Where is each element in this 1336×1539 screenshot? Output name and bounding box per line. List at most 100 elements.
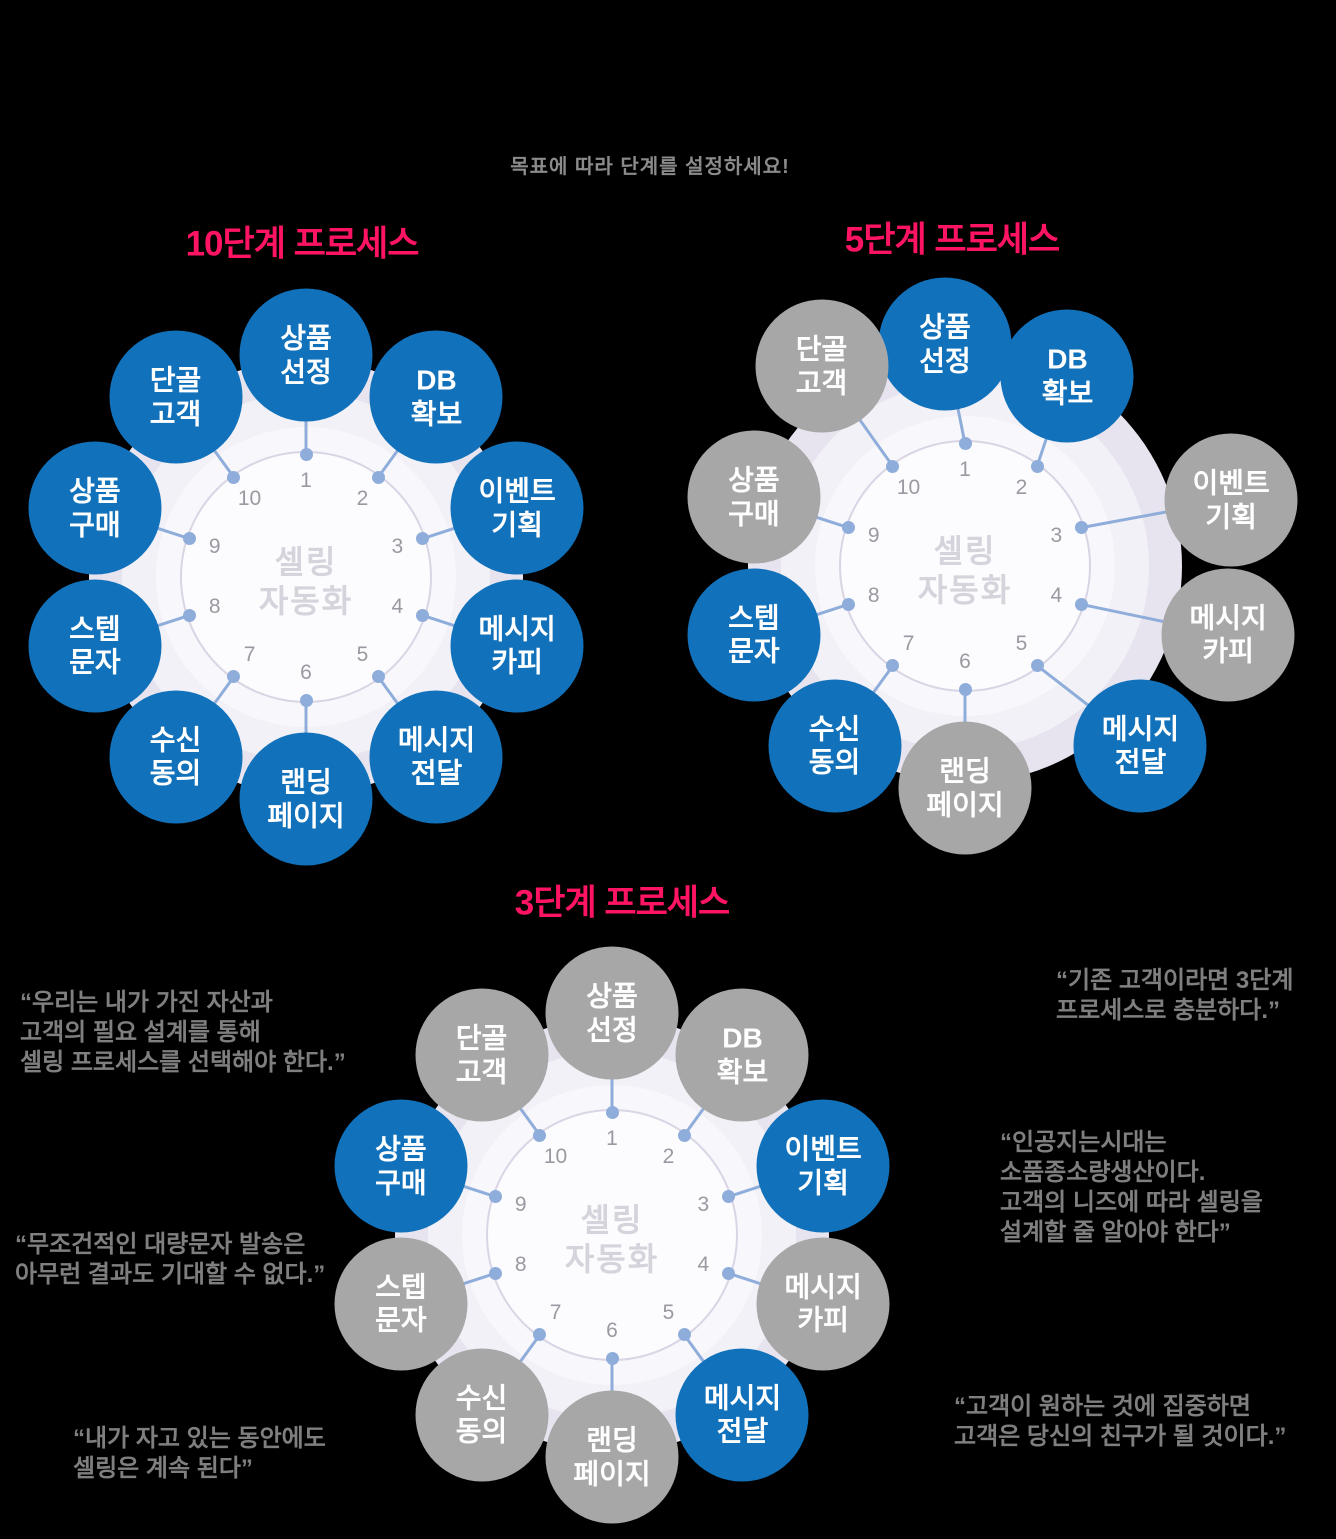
wheel-number-4: 4 [1050, 583, 1063, 607]
step-node-8-active: 스텝 문자 [28, 579, 162, 713]
step-node-label-line: 동의 [455, 1415, 508, 1447]
connector-line-step-6 [963, 689, 967, 732]
wheel-inner-ring [486, 1109, 738, 1361]
step-node-label-line: 카피 [1202, 635, 1254, 667]
step-node-label-line: 스텝 [69, 613, 121, 644]
connector-line-step-4 [1081, 602, 1174, 625]
step-node-2-inactive: DB 확보 [675, 988, 809, 1122]
wheel-number-2: 2 [356, 487, 369, 511]
connector-dot-step-9 [182, 532, 196, 546]
wheel-number-9: 9 [514, 1193, 527, 1217]
wheel-number-5: 5 [356, 642, 369, 666]
step-node-label-line: 기획 [797, 1167, 849, 1199]
step-node-label-line: 카피 [491, 646, 543, 678]
step-node-label-line: 상품 [728, 464, 780, 496]
step-node-label-line: 상품 [375, 1133, 427, 1165]
connector-dot-step-7 [886, 659, 900, 672]
step-node-2-active: DB 확보 [1000, 309, 1134, 443]
connector-line-step-3 [1081, 509, 1176, 530]
quote-line: “우리는 내가 가진 자산과 [20, 989, 273, 1016]
diagram-5-step-title: 5단계 프로세스 [844, 220, 1060, 260]
quote-line: “인공지는시대는 [1000, 1129, 1167, 1156]
step-node-label-line: 전달 [716, 1415, 769, 1447]
connector-dot-step-1 [958, 436, 972, 450]
wheel-number-7: 7 [243, 642, 256, 666]
step-node-label-line: DB [1047, 343, 1088, 375]
connector-line-step-1 [610, 1069, 614, 1112]
connector-line-step-7 [207, 675, 235, 712]
connector-line-step-9 [148, 524, 190, 541]
step-node-6-inactive: 랜딩 페이지 [898, 721, 1032, 855]
step-node-1-inactive: 상품 선정 [545, 946, 679, 1080]
wheel-number-6: 6 [606, 1319, 618, 1342]
wheel-number-3: 3 [1050, 524, 1063, 548]
wheel-number-8: 8 [208, 594, 221, 618]
connector-line-step-3 [422, 524, 464, 541]
step-node-label-line: 구매 [69, 509, 121, 541]
connector-line-step-4 [728, 1271, 770, 1288]
step-node-label-line: 메시지 [784, 1271, 862, 1302]
step-node-label-line: 확보 [1041, 377, 1094, 409]
connector-line-step-8 [454, 1271, 496, 1288]
wheel-background-layer-1 [89, 360, 523, 794]
connector-dot-step-3 [1075, 521, 1089, 535]
connector-dot-step-1 [299, 447, 313, 461]
connector-line-step-2 [683, 1100, 711, 1137]
step-node-label-line: 페이지 [267, 800, 345, 831]
wheel-center-label: 셀링 자동화 [259, 543, 353, 621]
wheel-center-label-line: 자동화 [258, 583, 354, 619]
quote-line: 설계할 줄 알아야 한다” [1000, 1219, 1231, 1246]
wheel-background-layer-2 [428, 1051, 796, 1419]
wheel-number-1: 1 [959, 458, 971, 481]
step-node-8-active: 스텝 문자 [687, 568, 821, 702]
wheel-number-2: 2 [1015, 476, 1028, 500]
wheel-background-layer-2 [122, 393, 490, 761]
step-node-label-line: 동의 [808, 746, 861, 778]
wheel-number-4: 4 [391, 594, 404, 618]
step-node-label-line: 확보 [716, 1056, 769, 1088]
connector-dot-step-2 [677, 1128, 691, 1142]
step-node-label-line: 페이지 [573, 1458, 651, 1489]
wheel-center-label-line: 자동화 [917, 572, 1013, 608]
wheel-number-8: 8 [514, 1252, 527, 1276]
connector-dot-step-5 [1030, 659, 1044, 672]
connector-dot-step-9 [488, 1190, 502, 1204]
quote-line: “기존 고객이라면 3단계 [1056, 967, 1294, 994]
step-node-label-line: 문자 [69, 646, 121, 678]
connector-dot-step-4 [1075, 597, 1089, 611]
step-node-2-active: DB 확보 [369, 330, 503, 464]
wheel-center-label: 셀링 자동화 [565, 1201, 659, 1279]
quote-line: 프로세스로 충분하다.” [1056, 997, 1281, 1024]
connector-dot-step-10 [227, 470, 241, 484]
quote-line: 고객의 필요 설계를 통해 [20, 1019, 261, 1046]
step-node-label-line: 스텝 [728, 602, 780, 633]
step-node-label-line: DB [722, 1022, 763, 1054]
wheel-center-label-line: 셀링 [274, 543, 338, 580]
step-node-6-inactive: 랜딩 페이지 [545, 1390, 679, 1524]
connector-line-step-7 [513, 1333, 541, 1370]
step-node-label-line: 문자 [375, 1304, 427, 1336]
step-node-label-line: 메시지 [397, 724, 476, 755]
connector-line-step-5 [377, 675, 405, 712]
step-node-1-active: 상품 선정 [239, 288, 373, 422]
connector-dot-step-7 [227, 670, 241, 683]
connector-dot-step-8 [841, 597, 855, 611]
step-node-8-inactive: 스텝 문자 [334, 1237, 468, 1371]
step-node-4-inactive: 메시지 카피 [756, 1237, 890, 1371]
step-node-3-inactive: 이벤트 기획 [1164, 433, 1298, 567]
wheel-background-layer-3 [156, 427, 456, 727]
wheel-number-4: 4 [697, 1252, 710, 1276]
connector-line-step-6 [610, 1358, 614, 1401]
step-node-7-active: 수신 동의 [768, 679, 901, 813]
wheel-number-8: 8 [867, 583, 880, 607]
quote-line: 소품종소량생산이다. [1000, 1159, 1206, 1186]
wheel-background-layer-1 [748, 349, 1182, 783]
wheel-number-5: 5 [662, 1300, 675, 1324]
connector-line-step-2 [1035, 429, 1051, 467]
connector-line-step-9 [807, 513, 849, 530]
step-node-label-line: 이벤트 [478, 475, 556, 507]
